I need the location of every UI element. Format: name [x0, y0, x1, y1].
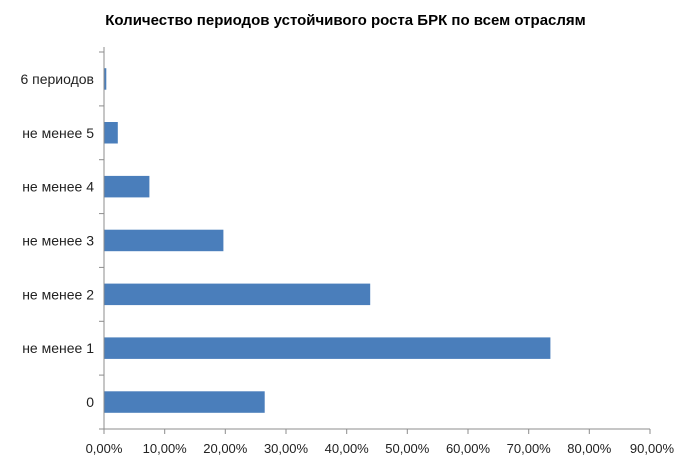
bar — [104, 175, 150, 198]
bar — [104, 68, 107, 90]
x-tick-label: 40,00% — [325, 441, 370, 456]
x-tick-label: 50,00% — [385, 441, 430, 456]
bar — [104, 391, 265, 413]
bar — [104, 122, 118, 144]
bar — [104, 283, 371, 306]
x-tick-label: 60,00% — [446, 441, 491, 456]
x-tick-label: 30,00% — [264, 441, 309, 456]
x-tick-label: 20,00% — [203, 441, 248, 456]
x-tick-label: 0,00% — [86, 441, 123, 456]
category-label: не менее 1 — [22, 340, 94, 356]
bar — [104, 229, 224, 252]
category-label: не менее 2 — [22, 286, 94, 302]
category-label: не менее 3 — [22, 233, 94, 249]
category-label: 6 периодов — [20, 71, 94, 87]
category-label: не менее 4 — [22, 179, 94, 195]
x-tick-label: 10,00% — [143, 441, 188, 456]
bar — [104, 337, 551, 359]
category-label: не менее 5 — [22, 125, 94, 141]
chart-title: Количество периодов устойчивого роста БР… — [105, 12, 586, 29]
x-tick-label: 80,00% — [567, 441, 612, 456]
x-tick-label: 90,00% — [630, 441, 675, 456]
category-label: 0 — [86, 394, 94, 410]
x-tick-label: 70,00% — [507, 441, 552, 456]
